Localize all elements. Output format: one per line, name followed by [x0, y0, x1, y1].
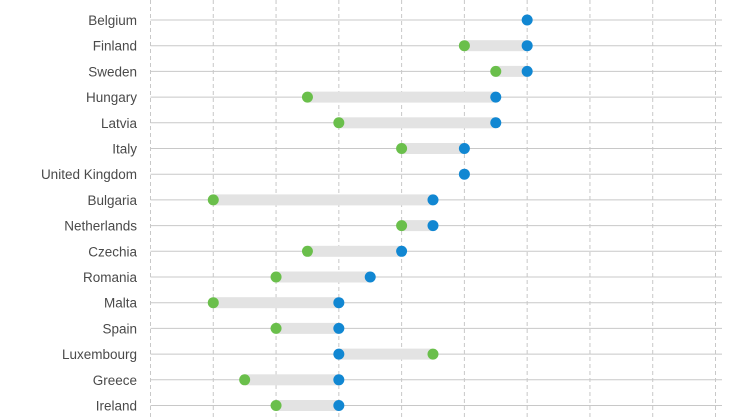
end-point: [458, 168, 470, 180]
row: Bulgaria: [87, 193, 722, 208]
end-point: [521, 14, 533, 26]
start-point: [458, 40, 470, 52]
row-label: Denmark: [82, 0, 137, 2]
row-label: Luxembourg: [62, 347, 137, 362]
connector-bar: [495, 65, 528, 77]
row: Romania: [83, 270, 722, 285]
row: Finland: [93, 39, 722, 54]
row: Greece: [93, 373, 722, 388]
row-label: Hungary: [86, 90, 137, 105]
row-label: Finland: [93, 39, 137, 54]
start-point: [270, 271, 282, 283]
connector-bar: [338, 117, 496, 129]
connector-bar: [401, 220, 433, 232]
row: Spain: [102, 321, 722, 336]
row: Ireland: [96, 399, 722, 414]
row-label: Romania: [83, 270, 138, 285]
end-point: [427, 220, 439, 232]
row: Latvia: [101, 116, 722, 131]
start-point: [490, 65, 502, 77]
start-point: [396, 220, 408, 232]
connector-bar: [307, 245, 402, 257]
end-point: [333, 348, 345, 360]
start-point: [333, 117, 345, 129]
row: United Kingdom: [41, 167, 722, 182]
row-label: United Kingdom: [41, 167, 137, 182]
start-point: [270, 322, 282, 334]
row: Italy: [112, 142, 722, 157]
row: Hungary: [86, 90, 722, 105]
connector-bar: [213, 194, 433, 206]
start-point: [396, 143, 408, 154]
connector-bar: [244, 374, 339, 386]
row: Malta: [104, 296, 722, 311]
row: Luxembourg: [62, 347, 722, 362]
row-label: Italy: [112, 142, 137, 157]
end-point: [490, 117, 502, 129]
start-point: [270, 400, 282, 411]
end-point: [396, 245, 408, 257]
connector-bar: [213, 297, 339, 309]
start-point: [427, 348, 439, 360]
row-label: Czechia: [88, 244, 137, 259]
row: Czechia: [88, 244, 722, 259]
end-point: [333, 400, 345, 411]
connector-bar: [338, 348, 433, 360]
start-point: [301, 91, 313, 103]
start-point: [239, 374, 251, 386]
row-label: Ireland: [96, 399, 137, 414]
connector-bar: [276, 271, 371, 283]
end-point: [333, 374, 345, 386]
end-point: [364, 271, 376, 283]
connector-bar: [276, 400, 339, 411]
row: Sweden: [88, 64, 722, 79]
start-point: [207, 297, 219, 309]
grid-layer: Denmark: [82, 0, 716, 419]
row-label: Spain: [102, 321, 137, 336]
end-point: [427, 194, 439, 206]
connector-bar: [307, 91, 496, 103]
connector-bar: [401, 143, 465, 154]
end-point: [521, 40, 533, 52]
row-label: Belgium: [88, 13, 137, 28]
end-point: [458, 143, 470, 154]
end-point: [333, 297, 345, 309]
rows-layer: Belgium Finland Sweden Hungary Latvia Italy Un…: [41, 13, 722, 414]
end-point: [490, 91, 502, 103]
connector-bar: [464, 40, 528, 52]
start-point: [207, 194, 219, 206]
row-label: Sweden: [88, 64, 137, 79]
connector-bar: [276, 322, 339, 334]
row-label: Latvia: [101, 116, 138, 131]
row-label: Malta: [104, 296, 138, 311]
row-label: Bulgaria: [87, 193, 137, 208]
end-point: [333, 322, 345, 334]
start-point: [301, 245, 313, 257]
row: Belgium: [88, 13, 722, 28]
row-label: Greece: [93, 373, 137, 388]
end-point: [521, 65, 533, 77]
row: Netherlands: [64, 219, 722, 234]
row-label: Netherlands: [64, 219, 137, 234]
